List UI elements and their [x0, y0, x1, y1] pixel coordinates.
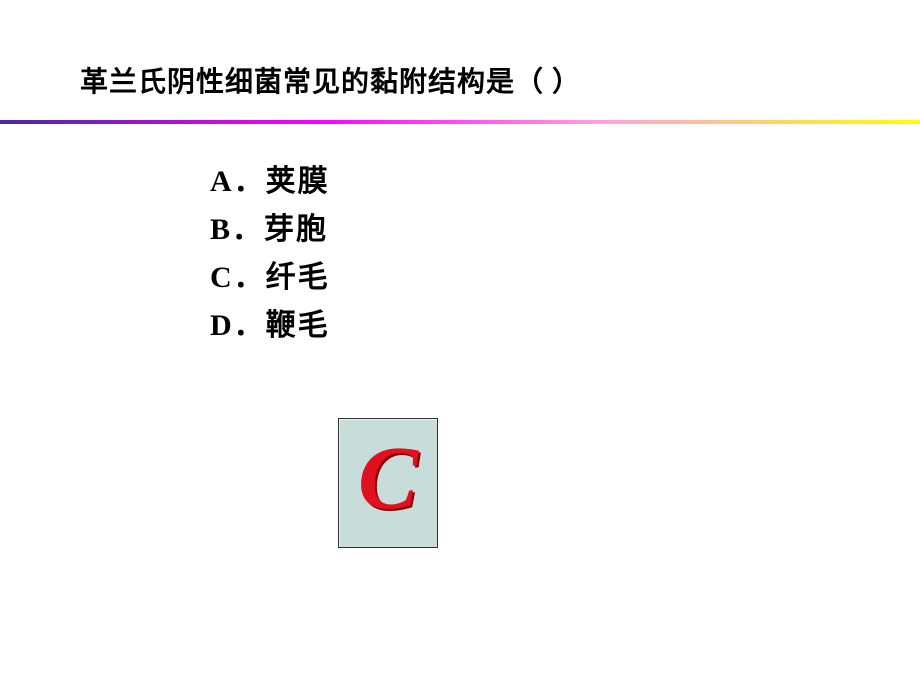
option-label: A — [210, 165, 234, 198]
option-dot: ． — [234, 309, 266, 342]
answer-box: C — [338, 418, 438, 548]
option-label: C — [210, 261, 234, 294]
option-label: D — [210, 309, 234, 342]
divider-line — [0, 120, 920, 124]
option-text: 纤毛 — [266, 261, 330, 294]
option-c: C．纤毛 — [210, 254, 330, 302]
option-a: A．荚膜 — [210, 158, 330, 206]
option-text: 荚膜 — [266, 165, 330, 198]
option-text: 鞭毛 — [266, 309, 330, 342]
option-b: B．芽胞 — [210, 206, 330, 254]
question-title: 革兰氏阴性细菌常见的黏附结构是（ ） — [80, 60, 581, 100]
options-list: A．荚膜 B．芽胞 C．纤毛 D．鞭毛 — [210, 158, 330, 350]
option-d: D．鞭毛 — [210, 302, 330, 350]
answer-letter: C — [358, 434, 418, 524]
option-text: 芽胞 — [264, 213, 328, 246]
option-label: B — [210, 213, 232, 246]
option-dot: ． — [232, 213, 264, 246]
option-dot: ． — [234, 165, 266, 198]
option-dot: ． — [234, 261, 266, 294]
